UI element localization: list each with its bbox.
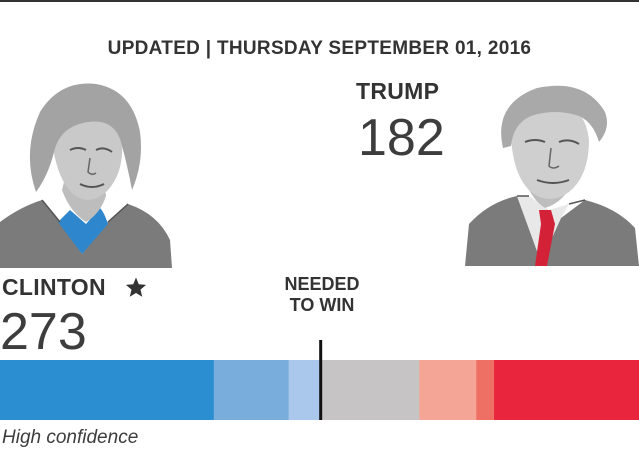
needed-to-win-label-line1: NEEDED — [284, 274, 360, 294]
bar-segment-trump-likely — [476, 360, 495, 420]
clinton-portrait — [0, 83, 172, 268]
trump-portrait — [465, 85, 639, 266]
trump-name: TRUMP — [356, 78, 440, 104]
bar-segment-clinton-solid — [0, 360, 215, 420]
star-icon — [125, 277, 147, 297]
updated-date: UPDATED | THURSDAY SEPTEMBER 01, 2016 — [107, 38, 532, 59]
trump-electoral-votes: 182 — [358, 109, 445, 167]
bar-segment-clinton-lean — [288, 360, 322, 420]
needed-to-win-label-line2: TO WIN — [289, 295, 355, 315]
electoral-vote-bar — [0, 340, 639, 420]
confidence-label: High confidence — [2, 427, 139, 448]
bar-segment-clinton-likely — [213, 360, 290, 420]
clinton-electoral-votes: 273 — [0, 303, 87, 361]
bar-segment-trump-solid — [494, 360, 639, 420]
bar-segment-trump-lean — [419, 360, 477, 420]
bar-segment-tossup — [320, 360, 420, 420]
needed-to-win-label: NEEDED TO WIN — [262, 274, 382, 316]
top-rule — [0, 0, 639, 2]
clinton-name: CLINTON — [2, 274, 106, 300]
